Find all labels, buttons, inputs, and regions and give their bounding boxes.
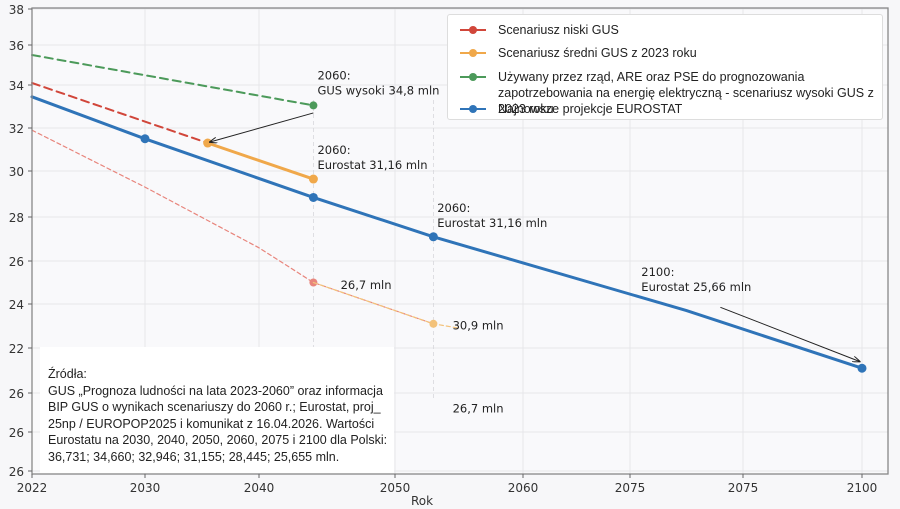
sources-line: Źródła:: [48, 367, 87, 381]
legend-item-eurostat: Najnowsze projekcje EUROSTAT: [448, 101, 878, 117]
legend-label: Scenariusz niski GUS: [498, 23, 619, 37]
y-axis: 26 26 26 22 24 26 28 30 32 34 36 38: [9, 3, 32, 479]
y-tick-label: 26: [9, 426, 24, 440]
x-tick-label: 2060: [508, 481, 539, 495]
annotation-arrow: [210, 112, 314, 142]
annotation-line: 30,9 mln: [453, 318, 504, 332]
x-axis-label: Rok: [411, 494, 433, 508]
annotation-arrow: [720, 306, 859, 361]
y-tick-label: 38: [9, 3, 24, 17]
series-line: [31, 82, 209, 144]
series-line: [31, 54, 315, 107]
y-tick-label: 36: [9, 39, 24, 53]
y-tick-label: 34: [9, 79, 24, 93]
x-tick-label: 2075: [615, 481, 646, 495]
x-tick-label: 2100: [847, 481, 878, 495]
data-point: [309, 101, 318, 110]
y-tick-label: 30: [9, 165, 24, 179]
x-tick-label: 2040: [244, 481, 275, 495]
data-point: [203, 138, 213, 148]
data-point: [308, 174, 318, 184]
data-point: [140, 134, 150, 144]
x-axis: 2022 2030 2040 2050 2060 2075 2075 2100: [17, 474, 878, 495]
annotation-line: Eurostat 31,16 mln: [437, 216, 547, 230]
y-tick-label: 26: [9, 255, 24, 269]
annotation-label: 2060: Eurostat 31,16 mln: [317, 143, 427, 172]
legend-marker-icon: [460, 71, 486, 83]
legend-label: Najnowsze projekcje EUROSTAT: [498, 102, 683, 116]
annotation-label: 30,9 mln: [453, 318, 504, 332]
annotation-label: 26,7 mln: [453, 402, 504, 416]
annotation-line: 2060:: [437, 201, 470, 215]
y-tick-label: 26: [9, 387, 24, 401]
y-tick-label: 26: [9, 465, 24, 479]
x-tick-label: 2075: [728, 481, 759, 495]
series-layer: [30, 54, 867, 373]
y-tick-label: 24: [9, 298, 24, 312]
y-tick-label: 28: [9, 211, 24, 225]
legend-label: Używany przez rząd, ARE oraz PSE do prog…: [498, 70, 874, 116]
sources-box: Źródła: GUS „Prognoza ludności na lata 2…: [40, 347, 394, 473]
legend-item-medium: Scenariusz średni GUS z 2023 roku: [448, 45, 878, 61]
sources-line: GUS „Prognoza ludności na lata 2023-2060…: [48, 383, 383, 398]
data-point: [308, 192, 318, 202]
annotation-label: 2060: Eurostat 31,16 mln: [437, 201, 547, 230]
x-tick-label: 2022: [17, 481, 48, 495]
x-tick-label: 2050: [380, 481, 411, 495]
data-point: [429, 319, 438, 328]
annotation-label: 26,7 mln: [341, 278, 392, 292]
annotation-label: 2100: Eurostat 25,66 mln: [641, 265, 751, 294]
annotation-line: GUS wysoki 34,8 mln: [317, 84, 439, 98]
annotation-line: 2060:: [317, 143, 350, 157]
legend-item-low: Scenariusz niski GUS: [448, 22, 878, 38]
plot-frame: [31, 7, 889, 475]
annotation-line: Eurostat 25,66 mln: [641, 280, 751, 294]
annotation-line: Eurostat 31,16 mln: [317, 158, 427, 172]
y-tick-label: 32: [9, 122, 24, 136]
data-point: [857, 363, 867, 373]
series-line: [30, 95, 864, 370]
sources-line: 25np / EUROPOP2025 i komunikat z 16.04.2…: [48, 416, 375, 431]
sources-line: Eurostatu na 2030, 2040, 2050, 2060, 207…: [48, 433, 388, 448]
annotation-line: 2100:: [641, 265, 674, 279]
x-tick-label: 2030: [130, 481, 161, 495]
series-line: [31, 129, 434, 325]
annotation-line: 26,7 mln: [453, 402, 504, 416]
annotation-label: 2060: GUS wysoki 34,8 mln: [317, 69, 439, 98]
data-point: [428, 232, 438, 242]
legend: Scenariusz niski GUS Scenariusz średni G…: [447, 14, 883, 120]
legend-marker-icon: [460, 47, 486, 59]
sources-line: 36,731; 34,660; 32,946; 31,155; 28,445; …: [48, 449, 340, 464]
annotation-line: 26,7 mln: [341, 278, 392, 292]
legend-label: Scenariusz średni GUS z 2023 roku: [498, 46, 697, 60]
legend-marker-icon: [460, 24, 486, 36]
legend-item-high: Używany przez rząd, ARE oraz PSE do prog…: [448, 69, 878, 117]
series-line: [206, 141, 315, 181]
legend-marker-icon: [460, 103, 486, 115]
annotation-line: 2060:: [317, 69, 350, 83]
y-tick-label: 22: [9, 342, 24, 356]
sources-line: BIP GUS o wynikach scenariuszy do 2060 r…: [48, 400, 381, 415]
